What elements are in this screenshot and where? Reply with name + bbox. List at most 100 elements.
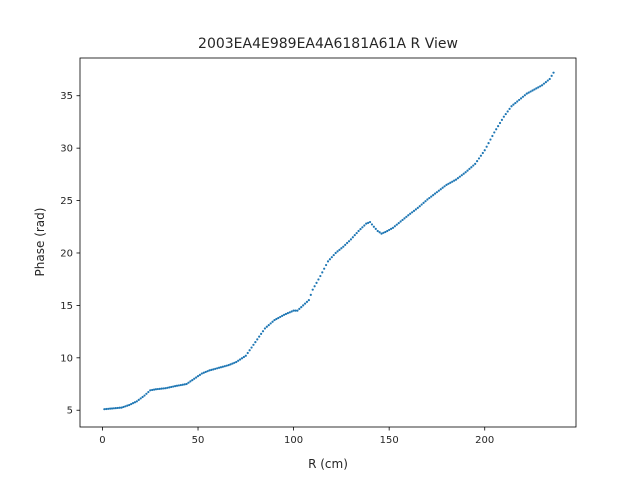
data-point (336, 250, 339, 253)
data-point (493, 131, 496, 134)
data-point (454, 178, 458, 181)
data-point (370, 223, 374, 226)
data-point (216, 367, 219, 370)
data-point (416, 206, 419, 210)
data-point (160, 387, 163, 390)
data-point (313, 285, 316, 288)
data-point (516, 100, 519, 103)
data-point (141, 395, 144, 399)
data-point (529, 90, 532, 93)
x-tick-label: 100 (284, 435, 303, 446)
data-point (214, 367, 217, 370)
data-point (162, 387, 165, 390)
data-point (122, 405, 125, 409)
data-point (550, 74, 553, 77)
data-point (344, 243, 347, 246)
data-point (189, 380, 192, 383)
data-point (135, 400, 138, 403)
data-point (114, 407, 117, 410)
data-point (411, 211, 414, 214)
data-point (397, 222, 400, 225)
data-point (472, 164, 475, 167)
data-point (474, 162, 477, 165)
data-point (317, 278, 320, 281)
data-point (124, 405, 127, 408)
data-point (156, 387, 159, 391)
data-point (407, 214, 410, 217)
y-tick-label: 35 (60, 91, 73, 102)
data-point (315, 281, 318, 284)
y-tick-label: 10 (60, 353, 73, 364)
y-axis-ticks: 5 10 15 20 25 30 35 (60, 91, 80, 417)
data-point (531, 89, 534, 92)
data-point (275, 317, 278, 321)
data-point (206, 370, 209, 373)
data-point (340, 247, 343, 250)
data-point (388, 228, 391, 232)
data-point (139, 397, 142, 400)
data-point (181, 383, 184, 386)
data-point (223, 365, 226, 368)
data-point (290, 310, 293, 313)
data-point (357, 229, 360, 233)
data-point (342, 245, 345, 248)
data-point (426, 198, 429, 201)
data-point (128, 403, 131, 407)
data-point (173, 385, 177, 388)
data-point (395, 223, 398, 226)
data-point (403, 217, 406, 220)
y-tick-label: 20 (60, 248, 73, 259)
data-point (378, 231, 381, 234)
data-point (193, 377, 196, 380)
data-point (508, 107, 511, 110)
data-point (439, 188, 442, 191)
x-axis-ticks: 0 50 100 150 200 (99, 427, 494, 446)
data-point (510, 105, 513, 108)
data-point (254, 340, 257, 344)
data-point (443, 185, 446, 188)
data-point (164, 387, 167, 390)
data-point (177, 384, 181, 387)
data-point (451, 180, 454, 183)
data-point (384, 230, 387, 234)
data-point (540, 84, 544, 87)
data-point (527, 91, 530, 94)
data-point (284, 312, 288, 316)
data-point (514, 101, 517, 105)
data-point (481, 151, 484, 155)
data-point (183, 383, 186, 386)
data-point (179, 383, 182, 387)
data-point (258, 335, 261, 338)
data-point (491, 134, 494, 138)
data-point (273, 318, 276, 322)
data-point (328, 258, 332, 261)
data-point (168, 386, 171, 389)
data-point (149, 389, 152, 392)
data-point (368, 220, 372, 224)
data-point (449, 181, 452, 184)
data-point (456, 177, 460, 180)
data-point (489, 138, 492, 141)
data-point (391, 226, 395, 229)
data-point (435, 191, 439, 194)
data-point (479, 154, 483, 157)
data-point (210, 368, 213, 371)
data-point (464, 171, 467, 174)
data-point (376, 229, 379, 233)
data-point (143, 394, 146, 397)
data-point (225, 364, 228, 367)
data-point (430, 195, 433, 198)
data-point (495, 128, 498, 131)
data-point (296, 309, 299, 312)
y-tick-label: 25 (60, 196, 73, 207)
data-point (217, 366, 221, 369)
data-point (300, 306, 303, 309)
data-point (166, 386, 169, 389)
data-point (116, 406, 119, 410)
data-point (401, 218, 404, 222)
data-point (256, 338, 259, 341)
data-point (393, 225, 396, 228)
data-point (424, 200, 427, 203)
